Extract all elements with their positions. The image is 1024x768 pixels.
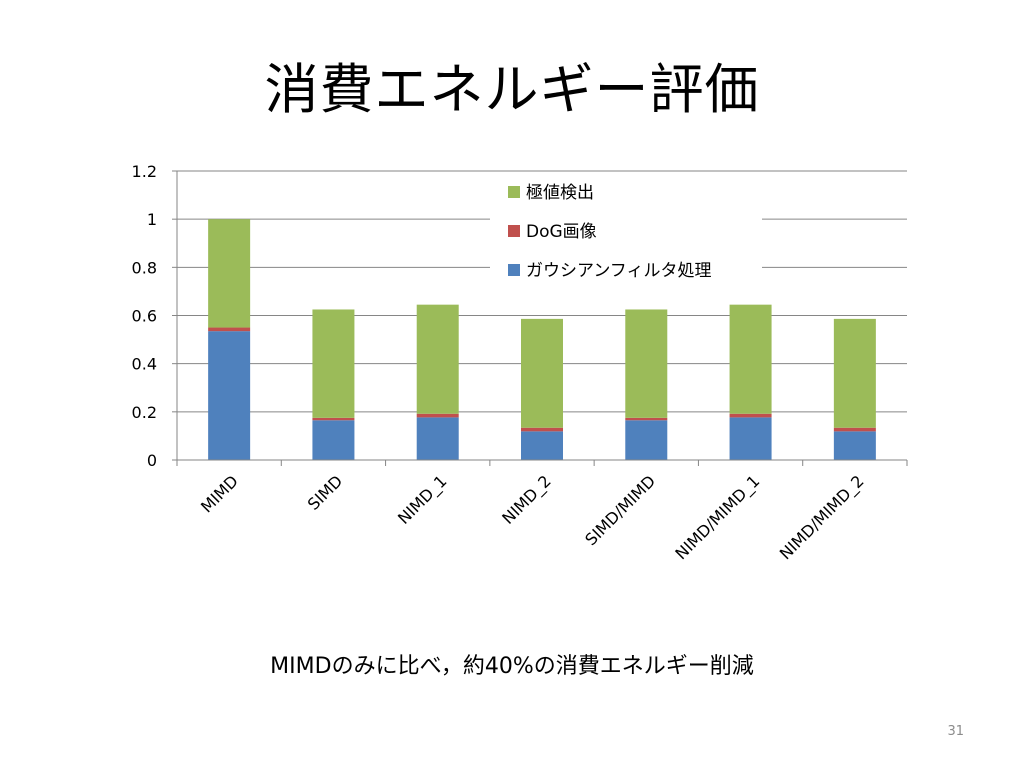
y-tick-label: 0.4 xyxy=(132,355,157,374)
legend-label: DoG画像 xyxy=(526,222,597,242)
legend-label: ガウシアンフィルタ処理 xyxy=(526,261,711,281)
bar-segment xyxy=(625,420,668,460)
x-tick-label: NIMD/MIMD_1 xyxy=(671,471,764,564)
bars xyxy=(208,219,876,460)
page-number: 31 xyxy=(947,724,964,739)
bar-segment xyxy=(521,318,563,428)
bar-segment xyxy=(833,427,876,432)
legend-swatch xyxy=(508,186,520,198)
y-tick-label: 0.8 xyxy=(132,258,157,277)
bar-segment xyxy=(416,413,459,418)
bar-segment xyxy=(208,327,251,332)
y-tick-label: 1 xyxy=(147,210,157,229)
x-tick-label: NIMD_1 xyxy=(394,471,451,528)
x-tick-label: SIMD xyxy=(304,471,346,513)
bar-segment xyxy=(416,304,459,414)
x-tick-label: MIMD xyxy=(197,471,242,516)
x-tick-label: SIMD/MIMD xyxy=(581,471,659,549)
bar-segment xyxy=(625,309,668,418)
stacked-bar-chart: 0 0.2 0.4 0.6 0.8 1 1.2 MIMD SIMD NIMD_1 NIMD_2 SIM… xyxy=(132,162,908,564)
slide-caption: MIMDのみに比べ，約40%の消費エネルギー削減 xyxy=(270,654,754,679)
legend-swatch xyxy=(508,264,520,276)
y-tick-label: 1.2 xyxy=(132,162,157,181)
bar-segment xyxy=(312,420,355,460)
bar-segment xyxy=(208,219,251,328)
y-tick-label: 0.6 xyxy=(132,307,157,326)
bar-segment xyxy=(729,304,772,414)
x-tick-label: NIMD/MIMD_2 xyxy=(776,471,869,564)
bar-segment xyxy=(833,318,876,428)
legend-background xyxy=(490,175,762,293)
y-tick-label: 0.2 xyxy=(132,403,157,422)
bar-segment xyxy=(208,331,251,460)
bar-segment xyxy=(416,417,459,460)
y-tick-label: 0 xyxy=(147,451,157,470)
bar-segment xyxy=(312,417,355,421)
bar-segment xyxy=(729,413,772,418)
bar-segment xyxy=(521,431,563,460)
slide-title: 消費エネルギー評価 xyxy=(264,58,760,121)
bar-segment xyxy=(521,427,563,432)
legend-swatch xyxy=(508,225,520,237)
bar-segment xyxy=(625,417,668,421)
bar-segment xyxy=(729,417,772,460)
bar-segment xyxy=(312,309,355,418)
legend-label: 極値検出 xyxy=(526,183,594,203)
bar-segment xyxy=(833,431,876,460)
x-tick-label: NIMD_2 xyxy=(498,471,555,528)
